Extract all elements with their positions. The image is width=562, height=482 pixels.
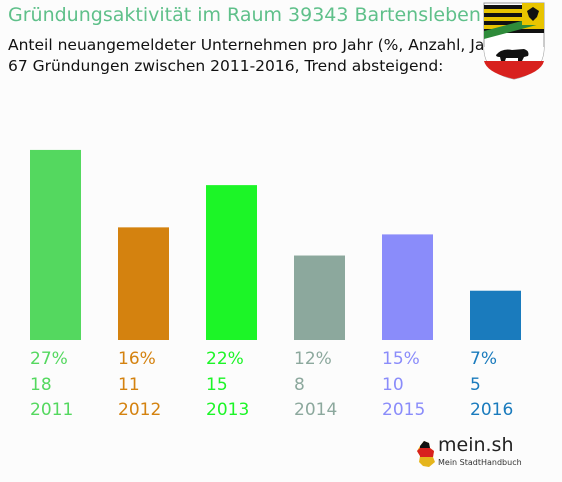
- bar-2013: [206, 185, 257, 340]
- bar-2011: [30, 149, 81, 340]
- bar-2014: [294, 255, 345, 340]
- count-label-2012: 11: [118, 375, 140, 395]
- bar-chart: 27% 18 2011 16% 11 2012 22% 15 2013 12% 8 2014 15% 10…: [30, 149, 521, 420]
- chart-subtitle-line2: 67 Gründungen zwischen 2011-2016, Trend …: [8, 57, 444, 75]
- percent-label-2011: 27%: [30, 349, 68, 369]
- count-label-2011: 18: [30, 375, 52, 395]
- coat-of-arms-icon: [483, 2, 545, 80]
- percent-label-2016: 7%: [470, 349, 497, 369]
- logo-name: mein.sh: [438, 434, 514, 456]
- percent-label-2014: 12%: [294, 349, 332, 369]
- bar-2015: [382, 234, 433, 340]
- logo-tagline: Mein StadtHandbuch: [438, 458, 522, 467]
- year-label-2011: 2011: [30, 400, 73, 420]
- chart-title: Gründungsaktivität im Raum 39343 Bartens…: [8, 4, 481, 26]
- percent-label-2012: 16%: [118, 349, 156, 369]
- percent-label-2015: 15%: [382, 349, 420, 369]
- count-label-2015: 10: [382, 375, 404, 395]
- year-label-2013: 2013: [206, 400, 249, 420]
- year-label-2015: 2015: [382, 400, 425, 420]
- year-label-2014: 2014: [294, 400, 337, 420]
- percent-label-2013: 22%: [206, 349, 244, 369]
- germany-map-icon: [417, 441, 435, 467]
- chart-subtitle-line1: Anteil neuangemeldeter Unternehmen pro J…: [8, 36, 507, 54]
- year-label-2016: 2016: [470, 400, 513, 420]
- mein-sh-logo[interactable]: mein.sh Mein StadtHandbuch: [416, 434, 526, 474]
- bar-2012: [118, 227, 169, 340]
- count-label-2016: 5: [470, 375, 481, 395]
- year-label-2012: 2012: [118, 400, 161, 420]
- bar-2016: [470, 290, 521, 340]
- count-label-2014: 8: [294, 375, 305, 395]
- count-label-2013: 15: [206, 375, 228, 395]
